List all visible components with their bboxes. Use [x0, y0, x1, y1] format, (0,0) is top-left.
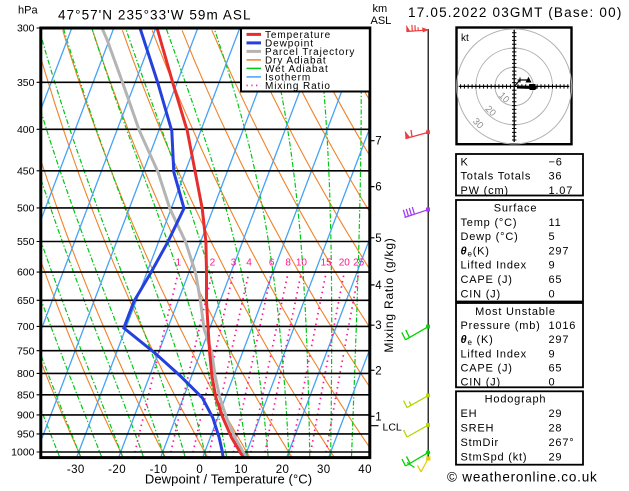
- svg-text:29: 29: [549, 408, 563, 420]
- svg-text:1: 1: [176, 258, 182, 269]
- svg-text:Mixing Ratio (g/kg): Mixing Ratio (g/kg): [382, 237, 396, 352]
- svg-text:5: 5: [375, 233, 381, 245]
- svg-text:1016: 1016: [549, 320, 577, 332]
- svg-text:65: 65: [549, 363, 563, 375]
- svg-text:CIN (J): CIN (J): [461, 376, 501, 388]
- svg-text:km: km: [373, 3, 388, 15]
- svg-text:3: 3: [375, 320, 381, 332]
- svg-text:Lifted Index: Lifted Index: [461, 260, 527, 272]
- svg-text:Dewp (°C): Dewp (°C): [461, 231, 519, 243]
- svg-text:267°: 267°: [549, 437, 575, 449]
- svg-text:CIN (J): CIN (J): [461, 288, 501, 300]
- svg-text:SREH: SREH: [461, 423, 495, 435]
- svg-text:−6: −6: [549, 156, 563, 168]
- svg-text:950: 950: [17, 429, 35, 441]
- svg-text:Temp (°C): Temp (°C): [461, 217, 518, 229]
- svg-text:750: 750: [17, 345, 35, 357]
- svg-text:ASL: ASL: [371, 15, 392, 27]
- svg-text:1: 1: [375, 411, 381, 423]
- svg-text:3: 3: [231, 258, 237, 269]
- svg-text:2: 2: [375, 365, 381, 377]
- svg-text:LCL: LCL: [383, 422, 402, 434]
- svg-text:17.05.2022 03GMT (Base: 00): 17.05.2022 03GMT (Base: 00): [408, 5, 623, 20]
- svg-text:65: 65: [549, 274, 563, 286]
- svg-text:Hodograph: Hodograph: [485, 393, 547, 405]
- svg-text:Dewpoint / Temperature (°C): Dewpoint / Temperature (°C): [145, 472, 312, 487]
- svg-text:θe (K): θe (K): [461, 334, 494, 347]
- svg-text:9: 9: [549, 260, 556, 272]
- svg-text:25: 25: [353, 258, 365, 269]
- svg-text:Mixing Ratio: Mixing Ratio: [265, 81, 331, 92]
- svg-text:hPa: hPa: [18, 5, 38, 17]
- svg-text:20: 20: [339, 258, 351, 269]
- svg-text:StmSpd (kt): StmSpd (kt): [461, 452, 528, 464]
- svg-text:5: 5: [549, 231, 556, 243]
- svg-text:1000: 1000: [11, 447, 35, 459]
- svg-text:4: 4: [246, 258, 252, 269]
- svg-text:600: 600: [17, 267, 35, 279]
- svg-text:Lifted Index: Lifted Index: [461, 348, 527, 360]
- svg-text:450: 450: [17, 165, 35, 177]
- svg-text:29: 29: [549, 452, 563, 464]
- svg-text:350: 350: [17, 77, 35, 89]
- svg-text:CAPE (J): CAPE (J): [461, 274, 513, 286]
- svg-text:0: 0: [549, 288, 556, 300]
- svg-text:47°57'N 235°33'W 59m ASL: 47°57'N 235°33'W 59m ASL: [58, 8, 252, 23]
- svg-text:36: 36: [549, 171, 563, 183]
- svg-text:297: 297: [549, 334, 570, 346]
- svg-text:6: 6: [269, 258, 275, 269]
- svg-text:PW (cm): PW (cm): [461, 185, 509, 197]
- svg-text:9: 9: [549, 348, 556, 360]
- svg-text:Pressure (mb): Pressure (mb): [461, 320, 541, 332]
- svg-text:30: 30: [317, 464, 331, 476]
- svg-text:300: 300: [17, 23, 35, 35]
- svg-text:297: 297: [549, 245, 570, 257]
- svg-text:900: 900: [17, 410, 35, 422]
- svg-text:Totals Totals: Totals Totals: [461, 171, 532, 183]
- svg-text:© weatheronline.co.uk: © weatheronline.co.uk: [447, 470, 598, 485]
- svg-text:40: 40: [358, 464, 372, 476]
- svg-text:Most Unstable: Most Unstable: [475, 306, 556, 318]
- svg-text:Surface: Surface: [494, 203, 538, 215]
- svg-text:1.07: 1.07: [549, 185, 574, 197]
- svg-text:-20: -20: [108, 464, 126, 476]
- svg-text:500: 500: [17, 203, 35, 215]
- svg-text:28: 28: [549, 423, 563, 435]
- svg-text:11: 11: [549, 217, 562, 229]
- svg-text:0: 0: [549, 376, 556, 388]
- svg-text:700: 700: [17, 321, 35, 333]
- svg-text:400: 400: [17, 124, 35, 136]
- svg-text:650: 650: [17, 295, 35, 307]
- svg-text:850: 850: [17, 389, 35, 401]
- svg-text:15: 15: [321, 258, 333, 269]
- svg-text:K: K: [461, 156, 469, 168]
- svg-text:EH: EH: [461, 408, 478, 420]
- svg-text:800: 800: [17, 368, 35, 380]
- svg-text:StmDir: StmDir: [461, 437, 499, 449]
- svg-text:550: 550: [17, 236, 35, 248]
- svg-text:6: 6: [375, 182, 381, 194]
- svg-text:θe(K): θe(K): [461, 245, 490, 258]
- svg-text:kt: kt: [461, 33, 469, 44]
- svg-text:CAPE (J): CAPE (J): [461, 363, 513, 375]
- svg-text:7: 7: [375, 136, 381, 148]
- svg-text:10: 10: [296, 258, 308, 269]
- svg-text:8: 8: [285, 258, 291, 269]
- svg-text:2: 2: [210, 258, 216, 269]
- svg-text:-30: -30: [67, 464, 85, 476]
